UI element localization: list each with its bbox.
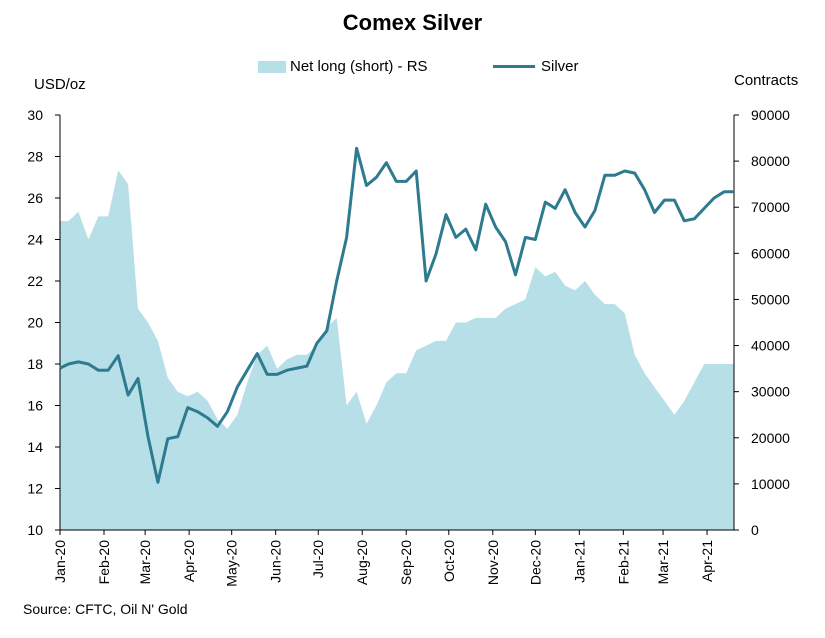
y-axis-left-label: USD/oz <box>34 76 86 93</box>
y-tick-label-right: 50000 <box>751 291 790 307</box>
chart-canvas: 10 12 14 16 18 20 22 24 26 28 30 0 10000 20000 30000 40… <box>27 107 790 587</box>
y-tick-label-left: 22 <box>27 273 43 289</box>
x-tick-label: Jan-20 <box>52 540 68 583</box>
x-tick-label: Oct-20 <box>441 540 457 582</box>
y-tick-label-right: 80000 <box>751 153 790 169</box>
y-axis-right-label: Contracts <box>734 72 799 89</box>
x-tick-label: Dec-20 <box>527 540 543 585</box>
x-tick-label: May-20 <box>224 540 240 587</box>
y-tick-label-left: 28 <box>27 149 43 165</box>
x-tick-label: Jan-21 <box>571 540 587 583</box>
chart-title: Comex Silver <box>342 10 483 35</box>
series-line-silver <box>59 146 734 484</box>
legend-item-silver: Silver <box>493 58 579 75</box>
legend-swatch-area <box>258 60 286 73</box>
source-note: Source: CFTC, Oil N' Gold <box>23 601 188 617</box>
x-tick-label: Apr-20 <box>181 540 197 582</box>
y-tick-label-right: 20000 <box>751 430 790 446</box>
area-net-long <box>60 170 734 531</box>
y-tick-label-right: 0 <box>751 522 759 538</box>
x-tick-label: Mar-21 <box>655 540 671 585</box>
y-tick-label-right: 40000 <box>751 338 790 354</box>
y-tick-label-right: 10000 <box>751 476 790 492</box>
y-tick-label-right: 30000 <box>751 384 790 400</box>
y-tick-label-left: 24 <box>27 232 43 248</box>
legend-item-net-long: Net long (short) - RS <box>258 58 428 75</box>
y-tick-label-right: 60000 <box>751 245 790 261</box>
x-tick-label: Apr-21 <box>699 540 715 582</box>
legend-label-silver: Silver <box>541 58 579 75</box>
legend-label-net-long: Net long (short) - RS <box>290 58 428 75</box>
x-tick-label: Jul-20 <box>310 540 326 578</box>
y-tick-label-left: 10 <box>27 522 43 538</box>
legend-swatch-line <box>493 65 535 68</box>
x-tick-label: Aug-20 <box>354 540 370 585</box>
x-tick-label: Feb-20 <box>96 540 112 585</box>
y-tick-label-right: 70000 <box>751 199 790 215</box>
y-tick-label-left: 26 <box>27 190 43 206</box>
y-tick-label-left: 18 <box>27 356 43 372</box>
x-tick-label: Mar-20 <box>137 540 153 585</box>
y-tick-label-left: 16 <box>27 398 43 414</box>
y-tick-label-left: 30 <box>27 107 43 123</box>
x-tick-label: Feb-21 <box>615 540 631 585</box>
y-tick-label-left: 20 <box>27 315 43 331</box>
y-tick-label-left: 14 <box>27 439 43 455</box>
x-tick-label: Sep-20 <box>398 540 414 585</box>
x-tick-label: Nov-20 <box>485 540 501 585</box>
y-tick-label-right: 90000 <box>751 107 790 123</box>
y-tick-label-left: 12 <box>27 481 43 497</box>
x-tick-label: Jun-20 <box>268 540 284 583</box>
